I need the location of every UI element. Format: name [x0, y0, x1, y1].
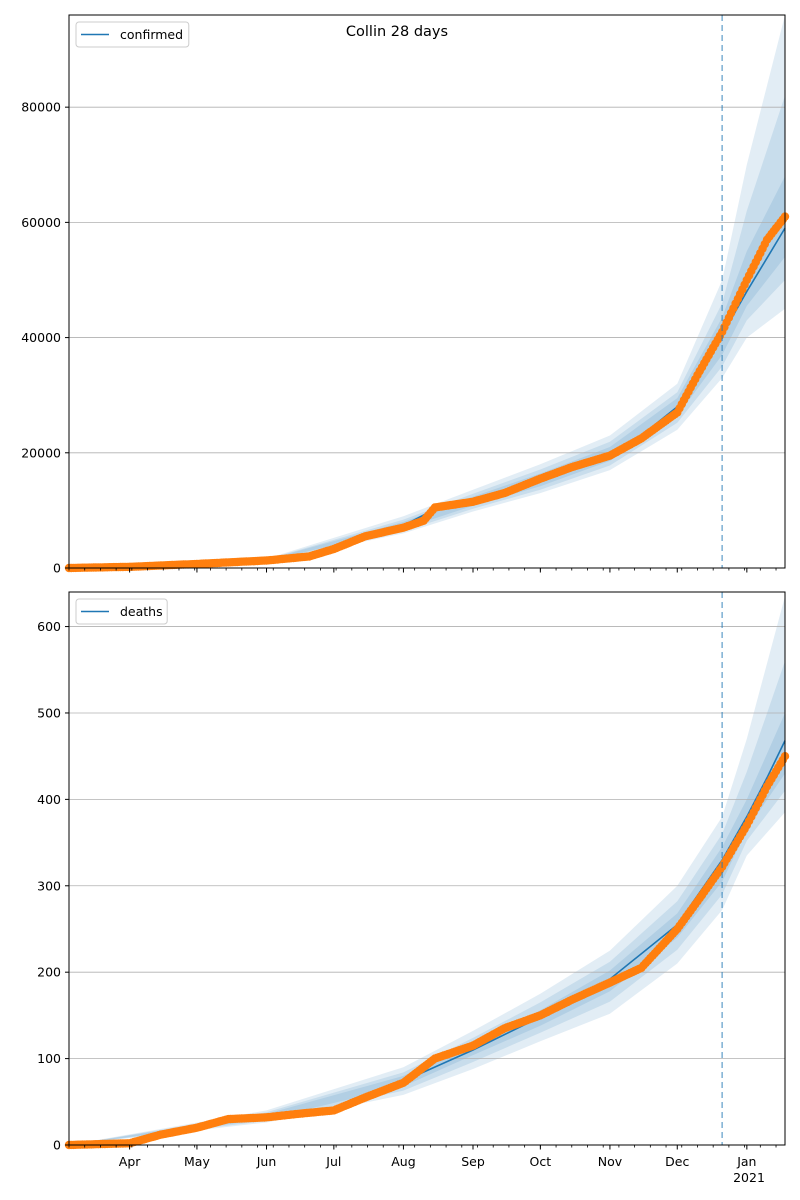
uncertainty-band-1 [69, 596, 785, 1145]
chart-title: Collin 28 days [346, 24, 448, 40]
legend-label: confirmed [120, 27, 183, 42]
y-tick-label: 60000 [21, 215, 61, 230]
confirmed-panel: 0 20000 40000 60000 80000 confirmed [21, 14, 790, 576]
x-tick-label: Aug [391, 1154, 415, 1169]
x-tick-label: Oct [530, 1154, 552, 1169]
axes-frame [68, 14, 786, 569]
uncertainty-band-2 [69, 95, 785, 568]
y-tick-label: 80000 [21, 100, 61, 115]
y-tick-label: 600 [37, 619, 61, 634]
y-tick-label: 200 [37, 965, 61, 980]
uncertainty-band-1 [69, 15, 785, 568]
legend-box [75, 598, 168, 625]
x-tick-label: Nov [598, 1154, 623, 1169]
y-tick-label: 300 [37, 878, 61, 893]
y-tick-label: 20000 [21, 445, 61, 460]
x-tick-label: Jan [736, 1154, 756, 1169]
x-tick-label: Dec [665, 1154, 689, 1169]
x-tick-label: Sep [461, 1154, 485, 1169]
x-tick-label: Jul [325, 1154, 341, 1169]
legend-label: deaths [120, 604, 163, 619]
y-tick-label: 0 [53, 1138, 61, 1153]
legend-box [75, 21, 190, 48]
y-tick-label: 500 [37, 705, 61, 720]
x-tick-label: Apr [119, 1154, 141, 1169]
deaths-panel: 0 100 200 300 400 500 600 Apr May Jun Jul Aug Sep Oct… [37, 591, 790, 1169]
y-tick-label: 0 [53, 561, 61, 576]
y-tick-label: 100 [37, 1051, 61, 1066]
y-tick-label: 40000 [21, 330, 61, 345]
axes-frame [68, 591, 786, 1146]
y-tick-label: 400 [37, 792, 61, 807]
x-year-label: 2021 [733, 1170, 765, 1185]
x-tick-label: Jun [256, 1154, 277, 1169]
x-tick-label: May [184, 1154, 210, 1169]
